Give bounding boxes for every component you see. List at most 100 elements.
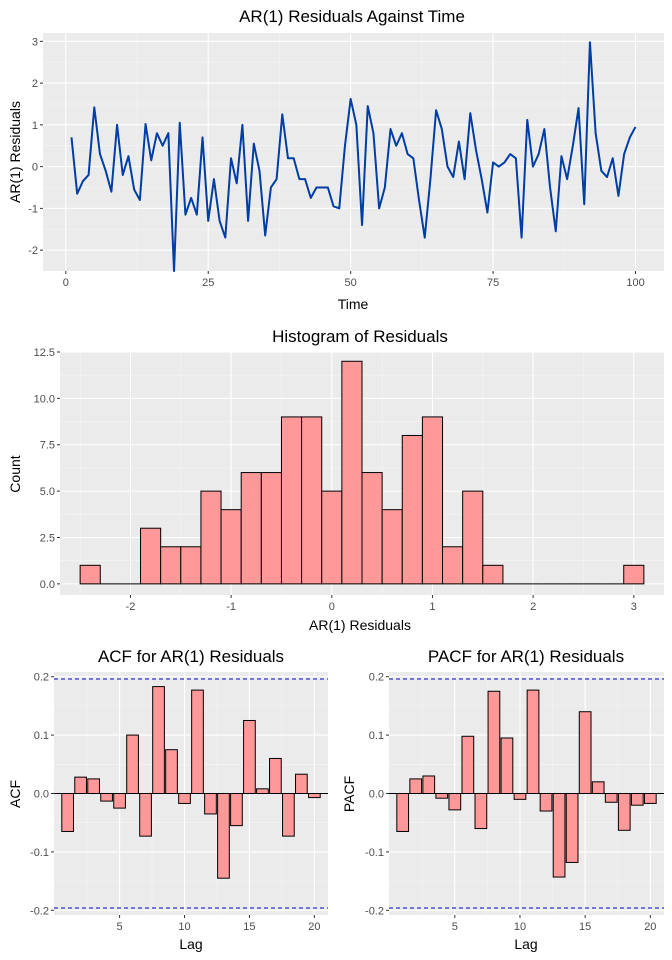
acf-panel: ACF for AR(1) Residuals 5 10 15 20 -0.2 -0.1 0…	[7, 647, 328, 952]
x-tick-label: 25	[202, 277, 214, 289]
histogram-bar	[462, 490, 484, 585]
correlation-bar	[61, 793, 74, 832]
histogram-bar	[401, 434, 423, 585]
y-tick-label: 12.5	[34, 347, 55, 359]
histogram-panel: Histogram of Residuals -2 -1 0 1 2 3 0.0 2.5 5.0…	[7, 327, 664, 633]
y-tick-label: 2.5	[40, 532, 55, 544]
correlation-bar	[526, 689, 540, 794]
histogram-bar	[140, 527, 162, 585]
histogram-bar	[220, 509, 242, 585]
histogram-bar	[240, 472, 262, 585]
y-tick-label: -0.2	[365, 905, 384, 917]
histogram-bar	[280, 416, 303, 585]
histogram-bar	[361, 472, 383, 585]
histogram-bar	[341, 360, 363, 585]
x-tick-label: 10	[178, 921, 190, 933]
correlation-bar	[113, 793, 126, 809]
y-tick-label: 2	[32, 78, 38, 90]
y-axis-label: AR(1) Residuals	[7, 101, 23, 203]
y-tick-label: 5.0	[40, 486, 55, 498]
histogram-bar	[160, 546, 182, 585]
y-tick-label: -0.1	[365, 847, 384, 859]
chart-title: AR(1) Residuals Against Time	[239, 7, 465, 26]
y-axis-label: Count	[7, 455, 23, 492]
correlation-bar	[269, 757, 282, 794]
series-line	[70, 41, 637, 272]
x-tick-label: 20	[308, 921, 320, 933]
chart-title: PACF for AR(1) Residuals	[428, 647, 624, 666]
y-tick-label: -2	[28, 245, 38, 257]
correlation-bar	[617, 793, 631, 831]
y-tick-label: 10.0	[34, 393, 55, 405]
correlation-bar	[513, 793, 527, 800]
correlation-bar	[126, 734, 139, 795]
x-tick-label: 0	[63, 277, 69, 289]
correlation-bar	[243, 719, 256, 794]
x-tick-label: 5	[452, 921, 458, 933]
y-tick-label: 0	[32, 162, 38, 174]
correlation-bar	[230, 793, 243, 827]
correlation-bar	[165, 749, 178, 794]
x-axis-label: Lag	[179, 936, 202, 952]
x-tick-label: 15	[579, 921, 591, 933]
x-tick-label: -1	[226, 601, 236, 613]
histogram-bar	[482, 564, 504, 585]
correlation-bar	[152, 686, 165, 795]
correlation-bar	[552, 793, 566, 878]
y-axis-label: ACF	[7, 780, 23, 808]
x-tick-label: 2	[530, 601, 536, 613]
correlation-bar	[474, 793, 488, 830]
x-tick-label: 5	[117, 921, 123, 933]
histogram-bar	[421, 416, 444, 585]
correlation-bar	[139, 793, 152, 837]
histogram-bar	[79, 564, 101, 585]
x-tick-label: -2	[126, 601, 136, 613]
correlation-bar	[100, 793, 113, 802]
x-tick-label: 100	[626, 277, 644, 289]
histogram-bar	[623, 564, 645, 585]
x-tick-label: 10	[514, 921, 526, 933]
correlation-bar	[191, 689, 204, 794]
y-tick-label: -1	[28, 203, 38, 215]
x-tick-label: 75	[487, 277, 499, 289]
x-axis-label: AR(1) Residuals	[309, 617, 411, 633]
x-tick-label: 0	[329, 601, 335, 613]
histogram-bar	[381, 509, 403, 585]
correlation-bar	[178, 793, 191, 804]
y-tick-label: 3	[32, 36, 38, 48]
residuals-time-panel: AR(1) Residuals Against Time 0 25 50 75 100 -…	[7, 7, 664, 312]
correlation-bar	[565, 793, 579, 863]
y-axis-label: PACF	[341, 776, 357, 812]
correlation-bar	[604, 793, 618, 803]
y-tick-label: 0.1	[34, 730, 49, 742]
x-axis-label: Lag	[514, 936, 537, 952]
correlation-bar	[591, 781, 605, 795]
y-tick-label: 7.5	[40, 440, 55, 452]
histogram-bar	[200, 490, 222, 585]
x-tick-label: 3	[631, 601, 637, 613]
chart-title: ACF for AR(1) Residuals	[98, 647, 284, 666]
chart-title: Histogram of Residuals	[272, 327, 448, 346]
y-tick-label: 1	[32, 120, 38, 132]
histogram-bar	[180, 546, 202, 585]
y-tick-label: 0.1	[369, 730, 384, 742]
plot-background	[43, 33, 664, 271]
y-tick-label: -0.1	[30, 847, 49, 859]
y-tick-label: 0.0	[34, 789, 49, 801]
x-tick-label: 1	[429, 601, 435, 613]
correlation-bar	[204, 793, 217, 815]
y-tick-label: 0.2	[369, 672, 384, 684]
correlation-bar	[256, 788, 269, 794]
x-tick-label: 50	[345, 277, 357, 289]
correlation-bar	[500, 737, 514, 794]
correlation-bar	[295, 773, 308, 795]
correlation-bar	[630, 793, 644, 806]
y-tick-label: 0.2	[34, 672, 49, 684]
y-tick-label: -0.2	[30, 905, 49, 917]
correlation-bar	[461, 735, 475, 795]
correlation-bar	[435, 793, 449, 799]
correlation-bar	[396, 793, 410, 832]
correlation-bar	[308, 793, 321, 799]
correlation-bar	[217, 793, 230, 879]
